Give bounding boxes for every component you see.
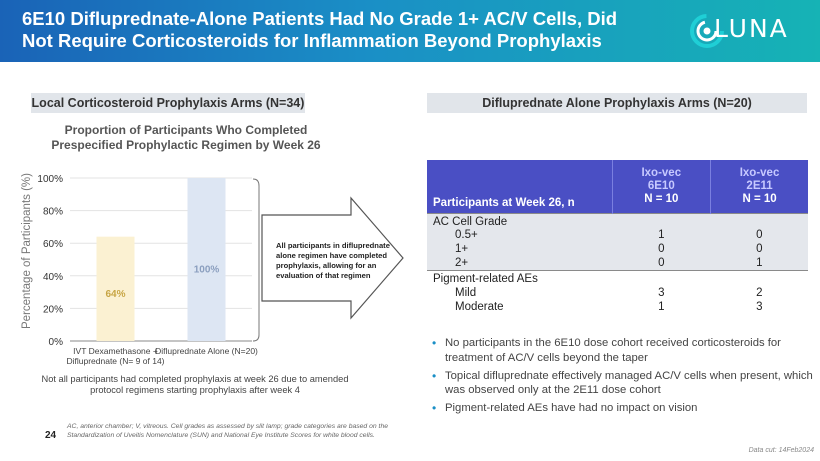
slide-header: 6E10 Difluprednate-Alone Patients Had No… (0, 0, 820, 62)
list-item: No participants in the 6E10 dose cohort … (432, 336, 817, 365)
table-row-group-header: Pigment-related AEs (427, 270, 808, 288)
y-axis-label: Percentage of Participants (%) (21, 173, 33, 329)
row-label: 1+ (427, 242, 612, 257)
y-tick-label: 60% (43, 239, 63, 250)
footnote: AC, anterior chamber; V, vitreous. Cell … (67, 423, 389, 439)
group-label: Pigment-related AEs (427, 270, 808, 288)
right-section-title: Difluprednate Alone Prophylaxis Arms (N=… (427, 93, 807, 113)
data-cut-label: Data cut: 14Feb2024 (748, 447, 814, 454)
row-label: 0.5+ (427, 229, 612, 243)
bar-chart: Percentage of Participants (%) 64% 100% 0… (21, 173, 404, 366)
column-dose: 2E11 (746, 179, 773, 192)
slide-title: 6E10 Difluprednate-Alone Patients Had No… (22, 8, 618, 51)
row-label: 2+ (427, 256, 612, 271)
key-findings-list: No participants in the 6E10 dose cohort … (432, 336, 817, 419)
luna-logo-icon (690, 14, 724, 48)
cell-value: 3 (756, 300, 763, 313)
y-tick-label: 100% (37, 174, 63, 185)
table-row: Moderate 1 3 (427, 301, 808, 315)
cell-value: 1 (658, 300, 665, 313)
group-label: AC Cell Grade (427, 212, 808, 230)
left-section-title: Local Corticosteroid Prophylaxis Arms (N… (31, 93, 305, 113)
table-row: 1+ 0 0 (427, 242, 808, 257)
cell-value: 0 (710, 242, 808, 257)
x-category-label: Difluprednate (N= 9 of 14) (66, 356, 164, 366)
bar (96, 236, 135, 341)
table-row: 0.5+ 1 0 (427, 229, 808, 243)
y-tick-label: 80% (43, 207, 63, 218)
results-table: Participants at Week 26, n Ixo-vec 6E10 … (427, 160, 808, 314)
bar-value-label: 100% (194, 265, 220, 276)
cell-value: 2 (756, 287, 763, 300)
cell-value: 0 (612, 242, 711, 257)
arrow-callout-text: All participants in difluprednate alone … (276, 241, 390, 280)
row-label: Mild (455, 287, 477, 300)
chart-title: Proportion of Participants Who Completed… (51, 123, 321, 152)
table-row: Mild 3 2 (427, 287, 808, 301)
cell-value: 1 (612, 229, 711, 243)
y-tick-label: 0% (49, 337, 64, 348)
list-item: Pigment-related AEs have had no impact o… (432, 401, 817, 416)
cell-value: 0 (710, 229, 808, 243)
table-row: 2+ 0 1 (427, 256, 808, 271)
bracket-icon (252, 178, 260, 342)
column-dose: 6E10 (647, 179, 675, 192)
cell-value: 0 (612, 256, 711, 271)
y-tick-label: 20% (43, 304, 63, 315)
cell-value: 3 (658, 287, 665, 300)
column-header-6e10: Ixo-vec 6E10 N = 10 (611, 160, 711, 213)
y-tick-label: 40% (43, 272, 63, 283)
column-n: N = 10 (742, 192, 777, 205)
cell-value: 1 (710, 256, 808, 271)
page-number: 24 (45, 430, 57, 441)
column-name: Ixo-vec (641, 166, 682, 179)
table-row-group-header: AC Cell Grade (427, 212, 808, 230)
logo-text: LUNA (714, 14, 789, 43)
column-header-2e11: Ixo-vec 2E11 N = 10 (710, 160, 808, 213)
x-category-label: Difluprednate Alone (N=20) (155, 346, 258, 356)
bar (187, 178, 226, 341)
column-name: Ixo-vec (739, 166, 780, 179)
column-n: N = 10 (644, 192, 679, 205)
list-item: Topical difluprednate effectively manage… (432, 369, 817, 398)
row-label: Moderate (455, 300, 504, 313)
callout-arrow-icon (261, 196, 404, 320)
table-param-header: Participants at Week 26, n (427, 160, 612, 213)
bar-value-label: 64% (105, 289, 125, 300)
x-category-label: IVT Dexamethasone + (73, 346, 158, 356)
chart-note: Not all participants had completed proph… (41, 374, 349, 395)
